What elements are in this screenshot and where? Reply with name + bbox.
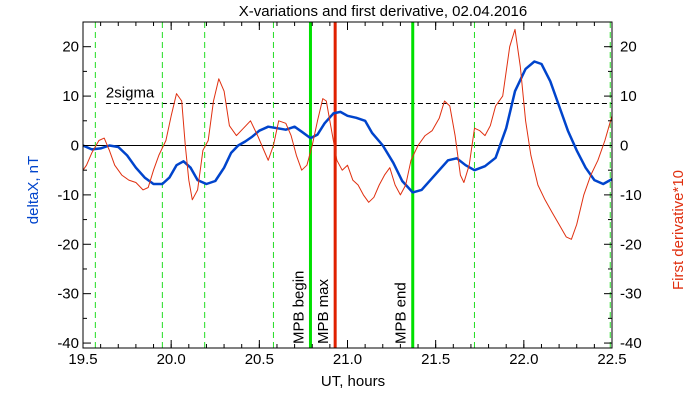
x-tick-label: 19.5 (68, 351, 97, 368)
y-axis-label-left: deltaX, nT (25, 156, 42, 224)
x-tick-label: 21.0 (333, 351, 362, 368)
y-tick-label-left: -30 (57, 286, 79, 303)
y-tick-label-left: -20 (57, 236, 79, 253)
x-tick-label: 21.5 (421, 351, 450, 368)
x-tick-label: 20.0 (157, 351, 186, 368)
y-tick-label-right: 10 (620, 88, 637, 105)
y-tick-label-right: -10 (620, 187, 642, 204)
x-axis-label: UT, hours (321, 373, 385, 390)
y-tick-label-left: -10 (57, 187, 79, 204)
y-axis-label-right: First derivative*10 (670, 170, 687, 290)
marker-label: MPB end (393, 282, 410, 344)
sigma-label: 2sigma (106, 85, 155, 102)
data-series (82, 28, 613, 240)
y-tick-label-right: 20 (620, 39, 637, 56)
y-tick-label-right: -40 (620, 335, 642, 352)
x-tick-label: 22.0 (509, 351, 538, 368)
y-tick-label-left: 20 (62, 39, 79, 56)
marker-label: MPB max (315, 278, 332, 344)
reference-lines (83, 22, 612, 348)
marker-label: MPB begin (290, 271, 307, 344)
chart-title: X-variations and first derivative, 02.04… (239, 3, 528, 20)
axis-ticks: 19.5 20.0 20.5 21.0 21.5 22.0 22.5 20 10 0 -10 -20 -… (57, 21, 642, 368)
annotations: 2sigma MPB begin MPB max MPB end (106, 85, 410, 345)
x-tick-label: 22.5 (597, 351, 626, 368)
y-tick-label-right: -30 (620, 286, 642, 303)
y-tick-label-left: 0 (71, 137, 79, 154)
derivative-series-line (82, 28, 613, 240)
y-tick-label-right: -20 (620, 236, 642, 253)
deltax-series-line (82, 60, 613, 194)
y-tick-label-left: -40 (57, 335, 79, 352)
y-tick-label-left: 10 (62, 88, 79, 105)
y-tick-label-right: 0 (620, 137, 628, 154)
x-tick-label: 20.5 (245, 351, 274, 368)
